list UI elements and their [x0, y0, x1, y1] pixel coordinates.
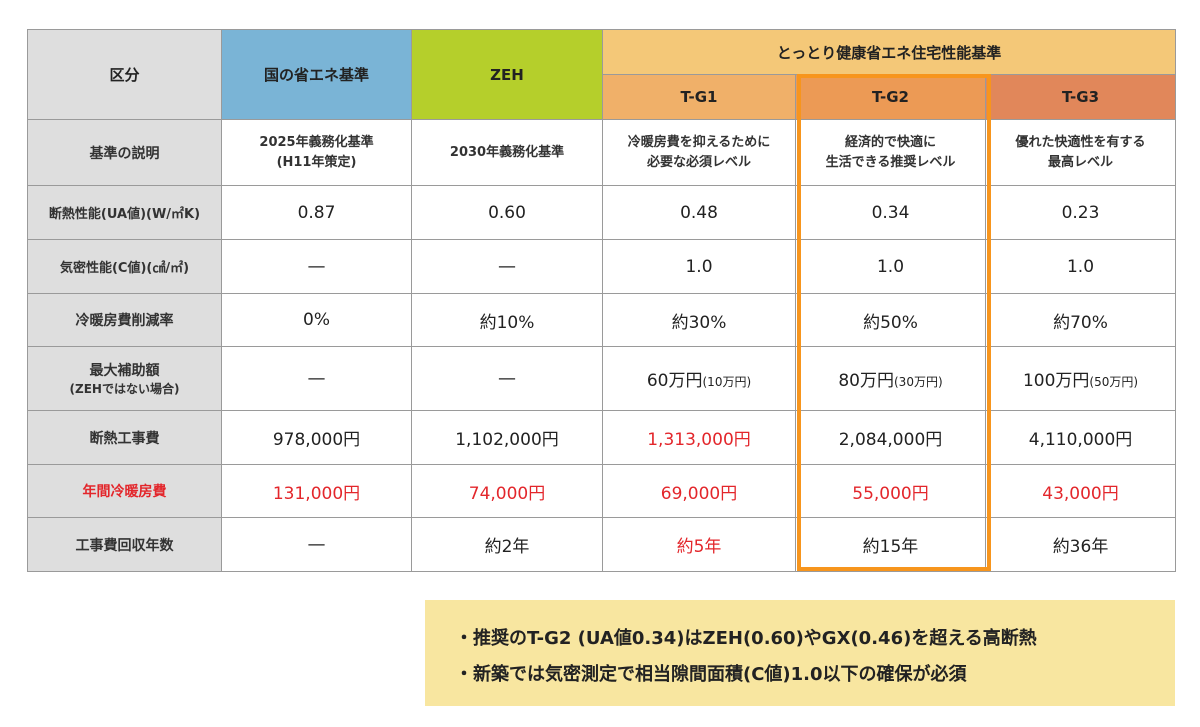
table-cell: 100万円(50万円) — [984, 346, 1177, 411]
table-cell: 2025年義務化基準 (H11年策定) — [221, 119, 412, 186]
row-label: 年間冷暖房費 — [27, 464, 222, 518]
table-cell: 約5年 — [602, 517, 796, 572]
header-tottori-standard: とっとり健康省エネ住宅性能基準 — [601, 29, 1177, 75]
table-cell: 55,000円 — [795, 464, 986, 518]
header-t-g3: T-G3 — [984, 74, 1177, 120]
table-row: 基準の説明 2025年義務化基準 (H11年策定) 2030年義務化基準 冷暖房費… — [27, 119, 1177, 186]
comparison-table: 区分 国の省エネ基準 ZEH とっとり健康省エネ住宅性能基準 T-G1 T-G2… — [27, 29, 1177, 572]
table-cell: 80万円(30万円) — [795, 346, 986, 411]
table-cell: 60万円(10万円) — [602, 346, 796, 411]
row-label: 基準の説明 — [27, 119, 222, 186]
table-cell: — — [221, 239, 412, 294]
table-cell: 経済的で快適に 生活できる推奨レベル — [795, 119, 986, 186]
table-cell: 0.48 — [602, 185, 796, 240]
table-cell: 1.0 — [795, 239, 986, 294]
table-cell: 0.87 — [221, 185, 412, 240]
row-label: 断熱工事費 — [27, 410, 222, 465]
header-zeh: ZEH — [411, 29, 603, 120]
table-cell: 冷暖房費を抑えるために 必要な必須レベル — [602, 119, 796, 186]
table-row: 年間冷暖房費 131,000円 74,000円 69,000円 55,000円 … — [27, 464, 1177, 518]
table-row: 冷暖房費削減率 0% 約10% 約30% 約50% 約70% — [27, 293, 1177, 347]
table-cell: 0.23 — [984, 185, 1177, 240]
note-line: ・新築では気密測定で相当隙間面積(C値)1.0以下の確保が必須 — [455, 664, 967, 685]
table-cell: — — [411, 346, 603, 411]
row-label: 気密性能(C値)(㎠/㎡) — [27, 239, 222, 294]
table-cell: 約10% — [411, 293, 603, 347]
table-cell: — — [411, 239, 603, 294]
table-cell: 約70% — [984, 293, 1177, 347]
table-row: 断熱工事費 978,000円 1,102,000円 1,313,000円 2,0… — [27, 410, 1177, 465]
table-cell: 43,000円 — [984, 464, 1177, 518]
table-cell: 約15年 — [795, 517, 986, 572]
header-t-g1: T-G1 — [602, 74, 796, 120]
table-cell: 2,084,000円 — [795, 410, 986, 465]
table-cell: 1.0 — [602, 239, 796, 294]
table-cell: — — [221, 517, 412, 572]
table-cell: — — [221, 346, 412, 411]
header-kubun: 区分 — [27, 29, 222, 120]
notes-box: ・推奨のT-G2 (UA値0.34)はZEH(0.60)やGX(0.46)を超え… — [425, 600, 1175, 706]
table-cell: 約36年 — [984, 517, 1177, 572]
row-label: 最大補助額 (ZEHではない場合) — [27, 346, 222, 411]
table-row: 最大補助額 (ZEHではない場合) — — 60万円(10万円) 80万円(30万… — [27, 346, 1177, 411]
table-cell: 約2年 — [411, 517, 603, 572]
table-cell: 0% — [221, 293, 412, 347]
table-cell: 4,110,000円 — [984, 410, 1177, 465]
table-cell: 131,000円 — [221, 464, 412, 518]
table-cell: 0.60 — [411, 185, 603, 240]
table-cell: 1,313,000円 — [602, 410, 796, 465]
table-cell: 1.0 — [984, 239, 1177, 294]
table-cell: 約30% — [602, 293, 796, 347]
table-cell: 69,000円 — [602, 464, 796, 518]
table-cell: 約50% — [795, 293, 986, 347]
row-label: 工事費回収年数 — [27, 517, 222, 572]
row-label: 断熱性能(UA値)(W/㎡K) — [27, 185, 222, 240]
header-national-standard: 国の省エネ基準 — [221, 29, 412, 120]
table-cell: 0.34 — [795, 185, 986, 240]
table-row: 気密性能(C値)(㎠/㎡) — — 1.0 1.0 1.0 — [27, 239, 1177, 294]
table-cell: 1,102,000円 — [411, 410, 603, 465]
table-cell: 978,000円 — [221, 410, 412, 465]
table-cell: 2030年義務化基準 — [411, 119, 603, 186]
header-t-g2: T-G2 — [795, 74, 986, 120]
table-cell: 優れた快適性を有する 最高レベル — [984, 119, 1177, 186]
table-row: 工事費回収年数 — 約2年 約5年 約15年 約36年 — [27, 517, 1177, 572]
row-label: 冷暖房費削減率 — [27, 293, 222, 347]
note-line: ・推奨のT-G2 (UA値0.34)はZEH(0.60)やGX(0.46)を超え… — [455, 628, 1037, 649]
table-cell: 74,000円 — [411, 464, 603, 518]
table-row: 断熱性能(UA値)(W/㎡K) 0.87 0.60 0.48 0.34 0.23 — [27, 185, 1177, 240]
